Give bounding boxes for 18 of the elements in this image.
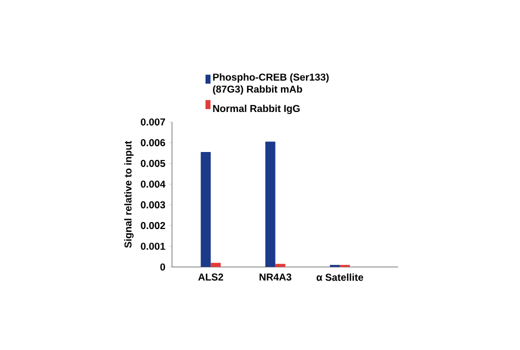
y-tick-label: 0 [160, 263, 166, 271]
legend-label: Normal Rabbit IgG [213, 104, 300, 114]
y-tick-label: 0.003 [140, 201, 166, 208]
y-tick-label: 0.007 [140, 118, 166, 126]
y-tick-label: 0.004 [140, 180, 166, 188]
bar [275, 264, 286, 267]
y-tick-label: 0.002 [140, 222, 166, 230]
x-tick-label: α Satellite [316, 274, 364, 281]
bar [200, 152, 211, 267]
x-tick-label: ALS2 [198, 274, 224, 281]
y-tick-label: 0.005 [140, 160, 166, 167]
y-tick-label: 0.001 [140, 242, 166, 250]
bar [210, 262, 221, 267]
legend-label: Phospho-CREB (Ser133) (87G3) Rabbit mAb [213, 73, 329, 95]
y-tick-label: 0.006 [140, 139, 166, 146]
x-tick-label: NR4A3 [260, 274, 292, 281]
y-axis-title: Signal relative to input [124, 140, 134, 248]
bar [265, 142, 276, 267]
